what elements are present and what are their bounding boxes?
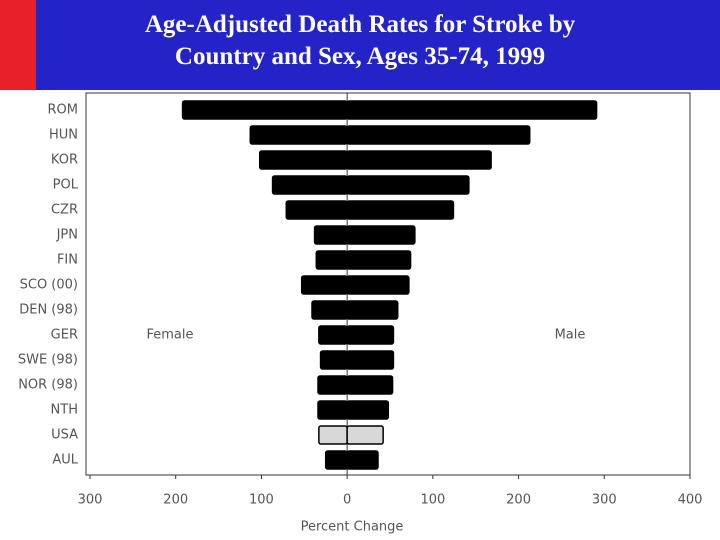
category-label: CZR xyxy=(51,203,78,218)
category-label: SWE (98) xyxy=(18,353,78,368)
bar xyxy=(319,350,348,370)
bar xyxy=(346,175,470,195)
bar xyxy=(346,325,395,345)
bar xyxy=(318,325,348,345)
chart-title: Age-Adjusted Death Rates for Stroke by Co… xyxy=(145,11,576,70)
x-tick-label: 300 xyxy=(78,493,103,508)
bar xyxy=(346,250,412,270)
bar xyxy=(346,100,598,120)
category-label: HUN xyxy=(49,128,78,143)
bar xyxy=(324,450,348,470)
x-tick-label: 100 xyxy=(249,493,274,508)
bar xyxy=(346,450,379,470)
category-label: NOR (98) xyxy=(18,378,78,393)
title-accent xyxy=(0,0,36,90)
bar xyxy=(300,275,348,295)
bar xyxy=(317,400,348,420)
x-axis-title: Percent Change xyxy=(301,520,404,535)
category-label: KOR xyxy=(51,153,78,168)
category-label: AUL xyxy=(52,453,78,468)
category-label: NTH xyxy=(51,403,78,418)
female-label: Female xyxy=(146,328,193,343)
category-label: POL xyxy=(53,178,79,193)
category-label: USA xyxy=(51,428,78,443)
bar xyxy=(346,400,390,420)
bar xyxy=(317,375,348,395)
male-label: Male xyxy=(555,328,586,343)
bar xyxy=(346,225,416,245)
plot-frame xyxy=(85,92,691,476)
bar xyxy=(346,300,399,320)
category-label: ROM xyxy=(48,103,78,118)
x-tick-label: 200 xyxy=(163,493,188,508)
bar xyxy=(285,200,348,220)
bar xyxy=(346,350,395,370)
bar xyxy=(181,100,348,120)
category-label: DEN (98) xyxy=(19,303,78,318)
x-tick-label: 200 xyxy=(506,493,531,508)
bar xyxy=(318,425,348,445)
x-tick-label: 0 xyxy=(343,493,351,508)
category-label: GER xyxy=(51,328,78,343)
x-tick-label: 400 xyxy=(678,493,703,508)
bar xyxy=(346,375,394,395)
bar xyxy=(313,225,348,245)
bar xyxy=(346,425,384,445)
bar xyxy=(258,150,348,170)
bar xyxy=(271,175,348,195)
category-label: SCO (00) xyxy=(20,278,78,293)
category-label: FIN xyxy=(57,253,78,268)
bar xyxy=(346,200,455,220)
bar xyxy=(346,150,492,170)
x-tick-label: 100 xyxy=(420,493,445,508)
bar xyxy=(346,275,410,295)
bar xyxy=(315,250,348,270)
bar xyxy=(346,125,531,145)
title-banner xyxy=(0,0,720,90)
bar xyxy=(249,125,348,145)
bar xyxy=(311,300,348,320)
x-tick-label: 300 xyxy=(592,493,617,508)
category-label: JPN xyxy=(56,228,78,243)
